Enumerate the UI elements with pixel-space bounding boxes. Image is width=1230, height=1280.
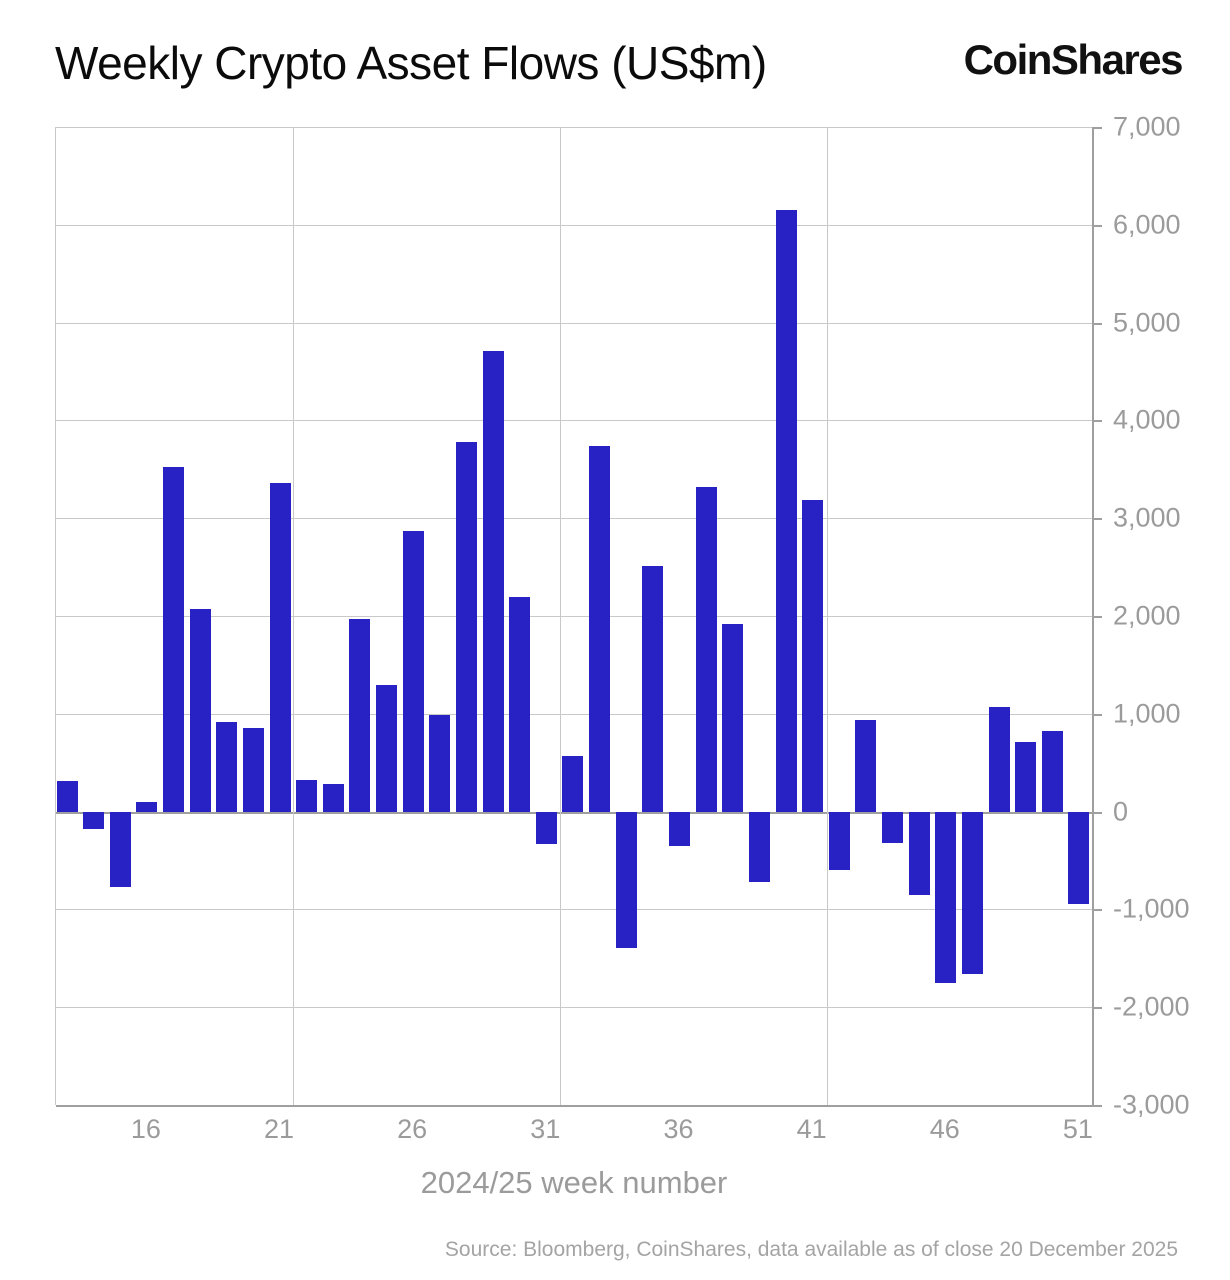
bar-week-47 — [961, 811, 983, 974]
y-axis-tick — [1094, 713, 1102, 716]
x-tick-label: 46 — [929, 1114, 960, 1144]
x-tick-label: 31 — [530, 1114, 561, 1144]
y-tick-label: 3,000 — [1113, 502, 1181, 533]
x-tick-label: 51 — [1062, 1114, 1093, 1144]
x-tick-label: 41 — [796, 1114, 827, 1144]
bar-week-40 — [775, 210, 797, 812]
y-axis-tick — [1094, 1007, 1102, 1010]
bar-week-32 — [562, 755, 584, 812]
bar-week-14 — [83, 811, 105, 830]
zero-gridline — [56, 811, 1094, 814]
y-axis-tick — [1094, 224, 1102, 227]
bar-week-35 — [642, 566, 664, 812]
y-tick-label: -1,000 — [1113, 893, 1190, 924]
source-note: Source: Bloomberg, CoinShares, data avai… — [444, 1238, 1178, 1261]
y-tick-label: 6,000 — [1113, 209, 1181, 240]
bar-week-15 — [109, 811, 131, 887]
bar-week-19 — [216, 721, 238, 812]
h-gridline — [56, 420, 1094, 422]
y-tick-label: 0 — [1113, 796, 1129, 827]
y-axis-tick — [1094, 322, 1102, 325]
v-gridline — [293, 127, 294, 1105]
h-gridline — [56, 1105, 1094, 1107]
bar-week-39 — [748, 811, 770, 882]
y-tick-label: 1,000 — [1113, 698, 1181, 729]
bar-week-44 — [882, 811, 904, 843]
y-axis-tick — [1094, 518, 1102, 521]
plot-area — [55, 127, 1102, 1107]
bar-week-16 — [136, 801, 158, 812]
v-gridline — [827, 127, 828, 1105]
bar-week-46 — [935, 811, 957, 983]
bar-week-13 — [56, 781, 78, 812]
x-tick-label: 26 — [397, 1114, 428, 1144]
bar-week-38 — [722, 623, 744, 812]
bar-week-51 — [1068, 811, 1090, 904]
v-gridline — [560, 127, 561, 1105]
bar-week-36 — [668, 811, 690, 846]
bar-week-25 — [376, 685, 398, 812]
h-gridline — [56, 616, 1094, 617]
bar-week-22 — [296, 780, 318, 812]
y-tick-label: 4,000 — [1113, 404, 1181, 435]
x-tick-label: 21 — [264, 1114, 295, 1144]
bar-week-26 — [402, 530, 424, 812]
h-gridline — [56, 224, 1094, 226]
h-gridline — [56, 127, 1094, 128]
h-gridline — [56, 1007, 1094, 1009]
bar-week-24 — [349, 618, 371, 812]
bar-week-27 — [429, 714, 451, 812]
y-axis-tick — [1094, 811, 1102, 814]
bar-week-43 — [855, 719, 877, 812]
y-tick-label: 2,000 — [1113, 600, 1181, 631]
bar-week-17 — [163, 467, 185, 812]
h-gridline — [56, 713, 1094, 715]
y-tick-label: -2,000 — [1113, 991, 1190, 1022]
h-gridline — [56, 518, 1094, 520]
bar-week-29 — [482, 350, 504, 812]
bar-week-21 — [269, 482, 291, 812]
bar-week-23 — [322, 784, 344, 812]
h-gridline — [56, 322, 1094, 324]
y-tick-label: -3,000 — [1113, 1089, 1190, 1120]
y-axis-tick — [1094, 420, 1102, 423]
x-axis-title: 2024/25 week number — [420, 1165, 728, 1200]
bar-week-20 — [242, 728, 264, 812]
bar-week-41 — [802, 499, 824, 812]
bar-week-30 — [509, 597, 531, 812]
bar-week-37 — [695, 486, 717, 812]
chart-title: Weekly Crypto Asset Flows (US$m) — [55, 37, 767, 89]
h-gridline — [56, 909, 1094, 911]
bar-week-33 — [589, 445, 611, 812]
y-axis-line — [1092, 127, 1094, 1105]
bar-week-49 — [1015, 742, 1037, 812]
bar-week-31 — [535, 811, 557, 844]
y-axis-tick — [1094, 616, 1102, 618]
x-tick-label: 16 — [130, 1114, 161, 1144]
y-axis-tick — [1094, 127, 1102, 129]
y-axis-tick — [1094, 909, 1102, 912]
bar-week-45 — [908, 811, 930, 895]
y-tick-label: 7,000 — [1113, 111, 1181, 142]
y-tick-label: 5,000 — [1113, 307, 1181, 338]
bar-week-18 — [189, 609, 211, 812]
bar-week-48 — [988, 706, 1010, 812]
bar-week-28 — [455, 441, 477, 812]
y-axis-tick — [1094, 1105, 1102, 1107]
bar-week-50 — [1041, 731, 1063, 812]
coinshares-logo: CoinShares — [963, 36, 1184, 83]
x-tick-label: 36 — [663, 1114, 694, 1144]
bar-week-42 — [828, 811, 850, 871]
bar-week-34 — [615, 811, 637, 948]
